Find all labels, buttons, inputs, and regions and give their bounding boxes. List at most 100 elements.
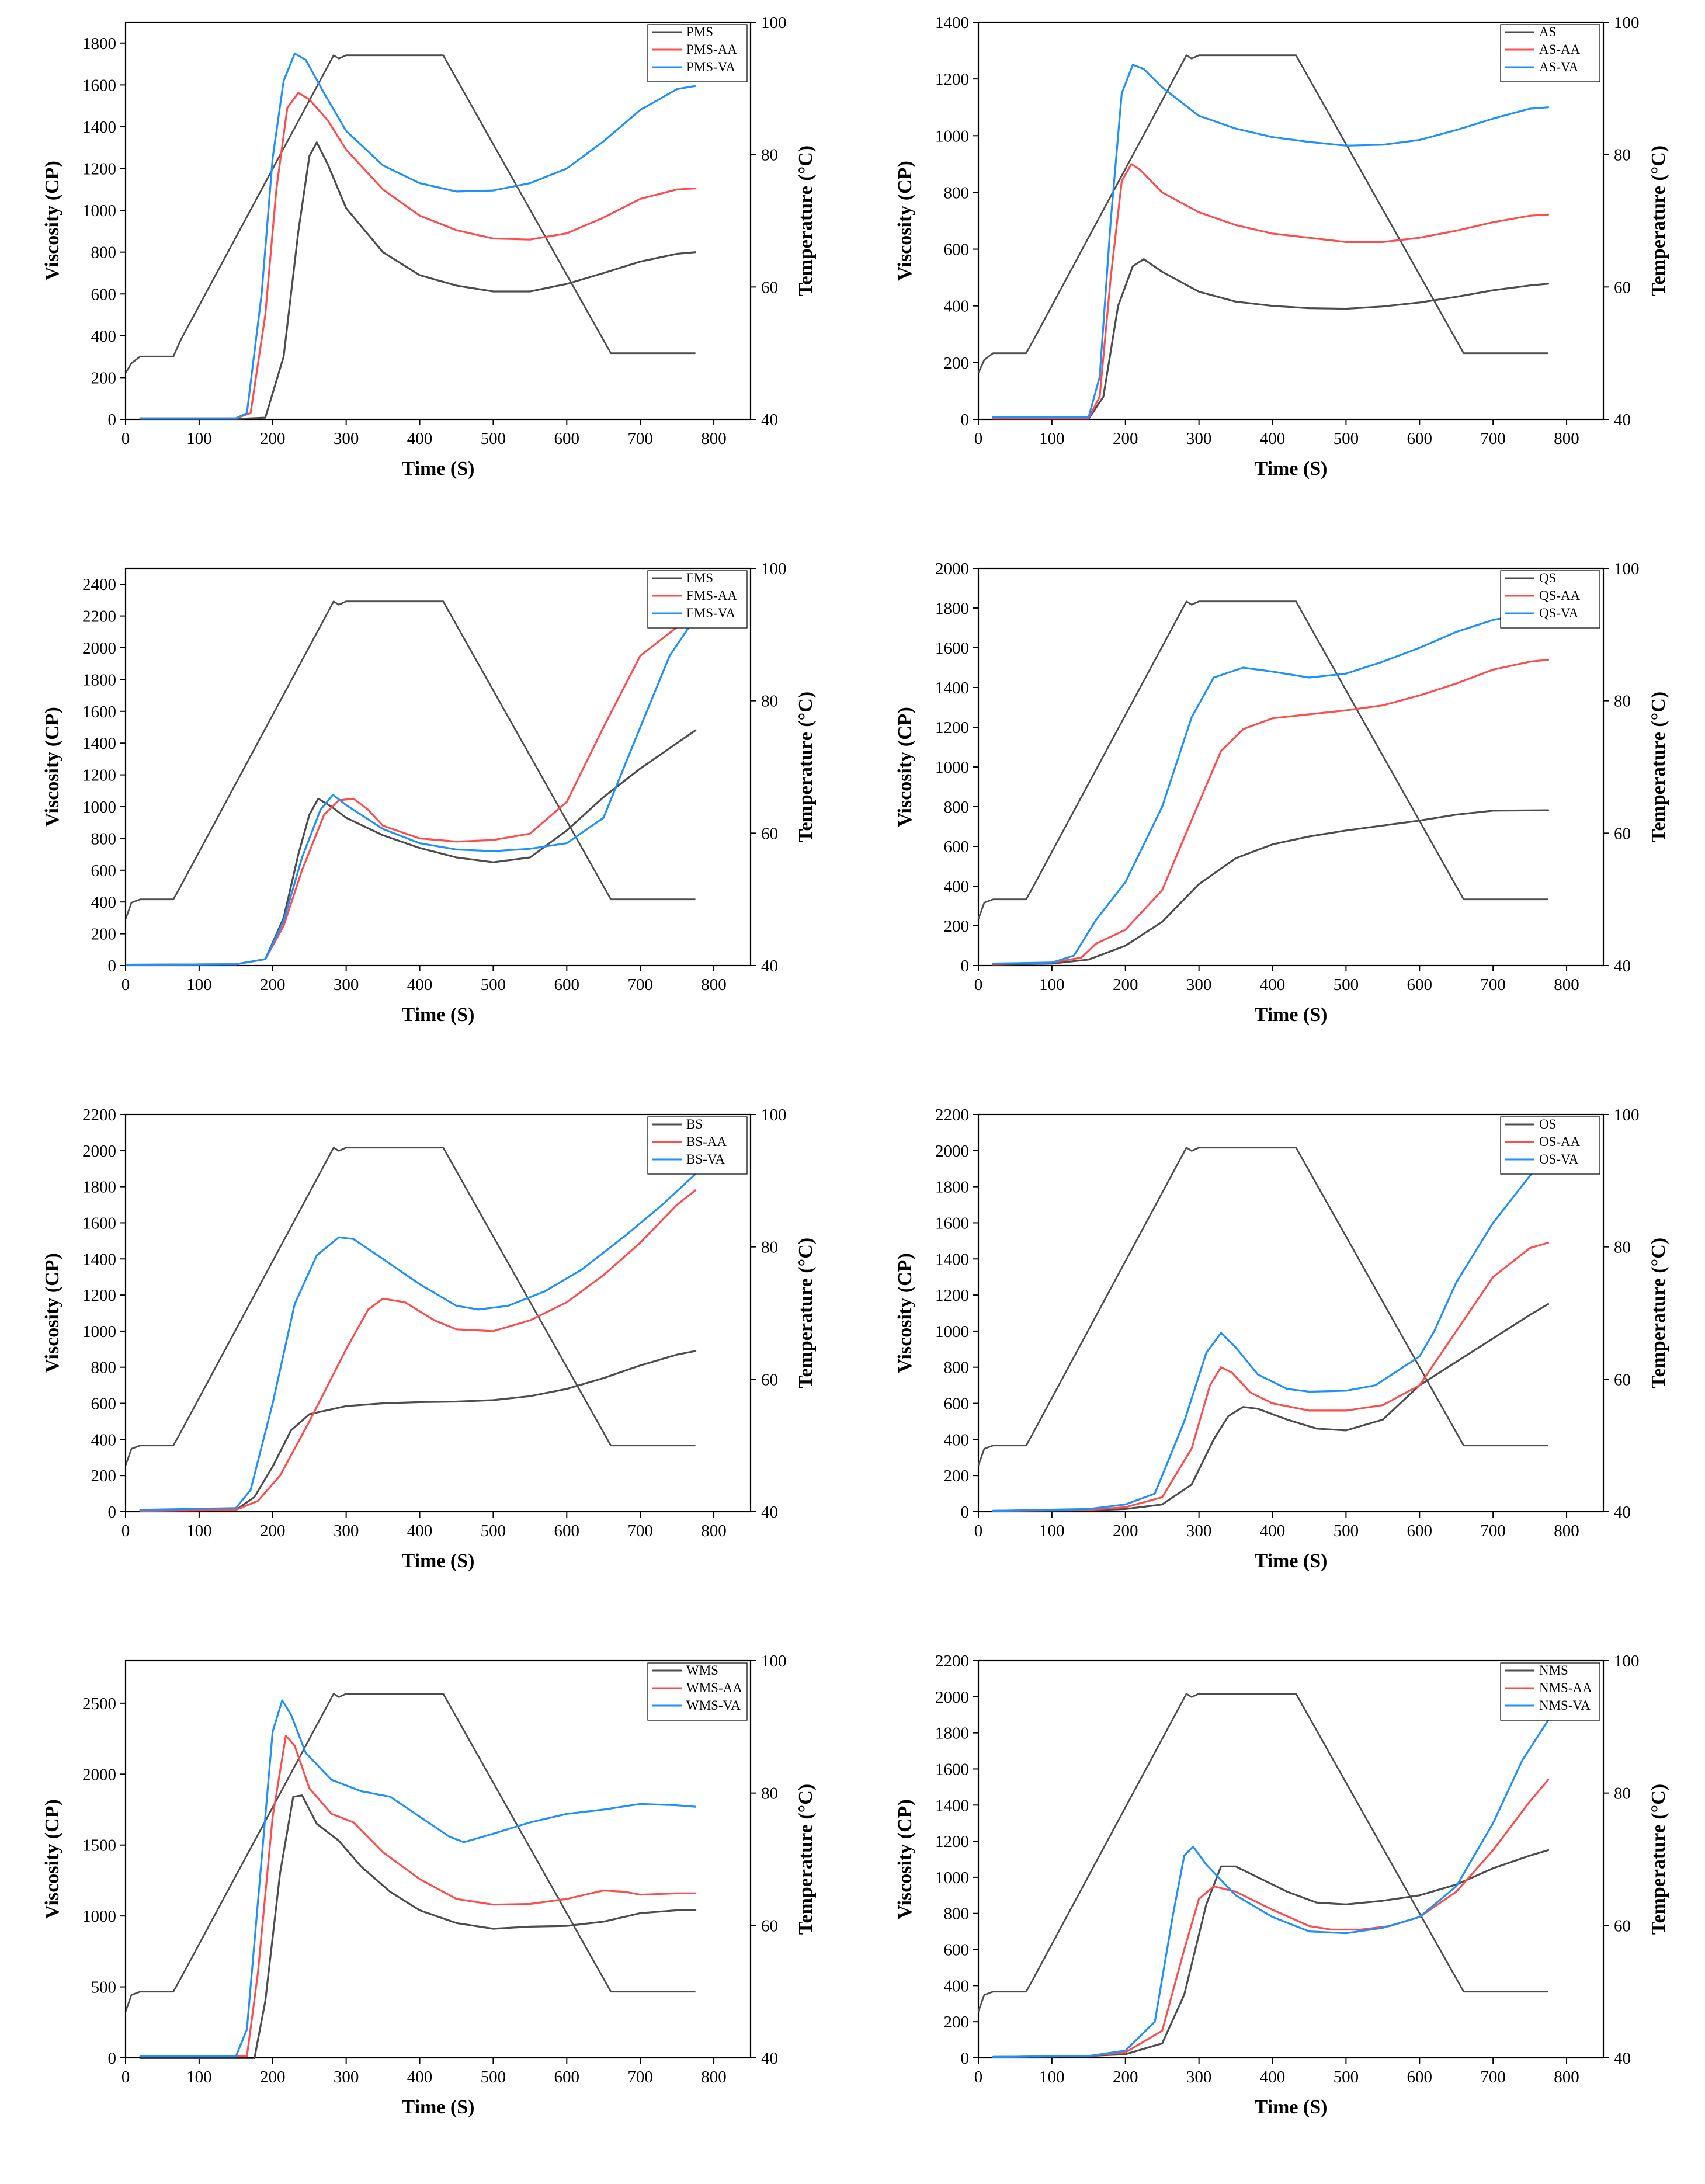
y-tick-label: 0 [108, 2049, 117, 2068]
y-tick-label: 1200 [935, 1832, 969, 1851]
x-tick-label: 600 [554, 429, 580, 448]
legend-label: NMS-VA [1539, 1698, 1591, 1713]
y-tick-label: 2000 [82, 1142, 116, 1161]
series-line-pms-aa [139, 92, 697, 419]
y-tick-label: 400 [91, 893, 117, 912]
y2-tick-label: 80 [1614, 692, 1631, 711]
series-line-pms-va [139, 53, 697, 419]
y-tick-label: 1800 [82, 1178, 116, 1197]
series-line-wms [139, 1794, 697, 2059]
y-tick-label: 1800 [935, 599, 969, 618]
y2-tick-label: 60 [1614, 824, 1631, 843]
y-axis-title: Viscosity (CP) [894, 161, 916, 281]
chart-svg: 0 100 200 300 400 500 600 700 800 0 200 400 600 800 10… [41, 13, 817, 480]
legend-label: QS-VA [1539, 606, 1579, 620]
legend-label: AS-VA [1539, 60, 1579, 74]
y2-axis-title: Temperature (°C) [1648, 692, 1669, 842]
chart-nms: 0 100 200 300 400 500 600 700 800 0 200 400 600 800 10… [853, 1638, 1705, 2182]
x-tick-label: 600 [1407, 975, 1433, 994]
x-tick-label: 200 [1113, 1522, 1138, 1540]
y-tick-label: 1200 [935, 70, 969, 89]
x-tick-label: 700 [1480, 2068, 1506, 2086]
x-tick-label: 0 [121, 1522, 130, 1540]
plot-lines [126, 1693, 697, 2059]
y-tick-label: 1400 [935, 1250, 969, 1269]
plot-frame [124, 21, 752, 421]
x-tick-label: 300 [1186, 2068, 1212, 2086]
legend-label: WMS-VA [686, 1698, 741, 1713]
legend-label: WMS [686, 1663, 718, 1678]
legend-box [647, 1662, 748, 1721]
y-axis-title: Viscosity (CP) [41, 707, 63, 827]
x-tick-label: 500 [481, 975, 506, 994]
y-tick-label: 2000 [82, 1765, 116, 1784]
y-tick-label: 800 [944, 1359, 970, 1377]
x-tick-label: 700 [627, 429, 653, 448]
y2-tick-label: 40 [1614, 411, 1631, 429]
x-tick-label: 100 [1039, 975, 1065, 994]
y-tick-label: 2000 [935, 1688, 969, 1707]
y-tick-label: 1600 [82, 703, 116, 721]
y-tick-label: 1800 [82, 34, 116, 53]
y2-tick-label: 100 [761, 13, 787, 32]
x-tick-label: 600 [554, 1522, 580, 1540]
temperature-line [126, 54, 696, 374]
x-axis-title: Time (S) [1255, 458, 1328, 480]
plot-frame [124, 567, 752, 967]
x-tick-label: 200 [1113, 975, 1138, 994]
x-tick-label: 500 [1334, 975, 1359, 994]
x-tick-label: 700 [1480, 429, 1506, 448]
y-tick-label: 400 [944, 297, 970, 316]
x-tick-label: 100 [186, 429, 212, 448]
x-tick-label: 200 [260, 2068, 286, 2086]
y-tick-label: 1200 [935, 718, 969, 737]
series-line-bs-aa [139, 1189, 697, 1512]
x-tick-label: 500 [1334, 2068, 1359, 2086]
chart-as: 0 100 200 300 400 500 600 700 800 0 200 400 600 800 10… [853, 0, 1705, 543]
y2-tick-label: 40 [1614, 1503, 1631, 1522]
legend-label: QS [1539, 571, 1556, 585]
chart-svg: 0 100 200 300 400 500 600 700 800 0 200 400 600 800 10… [894, 1106, 1669, 1572]
y-tick-label: 0 [108, 957, 117, 975]
series-line-os-va [992, 1153, 1550, 1512]
y2-axis-title: Temperature (°C) [1648, 145, 1669, 296]
chart-svg: 0 100 200 300 400 500 600 700 800 0 500 1000 1500 200… [41, 1652, 817, 2118]
x-tick-label: 700 [1480, 975, 1506, 994]
y-tick-label: 1000 [935, 1322, 969, 1341]
y-tick-label: 600 [91, 1395, 117, 1414]
x-tick-label: 800 [1554, 2068, 1579, 2086]
x-axis-title: Time (S) [402, 458, 475, 480]
y2-tick-label: 40 [1614, 2049, 1631, 2068]
x-axis-title: Time (S) [1255, 2096, 1328, 2118]
x-tick-label: 0 [974, 429, 983, 448]
temperature-line [126, 1693, 696, 2012]
y2-tick-label: 40 [761, 2049, 778, 2068]
y-tick-label: 400 [944, 877, 970, 896]
y-tick-label: 1000 [82, 202, 116, 220]
y-tick-label: 0 [961, 957, 970, 975]
y-tick-label: 200 [944, 354, 970, 373]
x-axis-title: Time (S) [402, 2096, 475, 2118]
y-tick-label: 600 [944, 1395, 970, 1414]
series-line-fms-va [126, 616, 697, 966]
series-line-as-va [992, 64, 1550, 418]
plot-frame [977, 21, 1605, 421]
y-tick-label: 200 [91, 369, 117, 387]
temperature-line [978, 600, 1548, 920]
legend-label: NMS-AA [1539, 1680, 1592, 1695]
chart-svg: 0 100 200 300 400 500 600 700 800 0 200 400 600 800 10… [894, 1652, 1669, 2118]
x-tick-label: 400 [407, 975, 433, 994]
chart-svg: 0 100 200 300 400 500 600 700 800 0 200 400 600 800 10… [41, 1106, 817, 1572]
x-tick-label: 200 [260, 975, 286, 994]
x-tick-label: 600 [1407, 1522, 1433, 1540]
plot-lines [126, 1147, 697, 1512]
series-line-nms-va [992, 1719, 1550, 2058]
y-tick-label: 1000 [82, 1322, 116, 1341]
x-tick-label: 700 [627, 1522, 653, 1540]
temperature-line [126, 600, 696, 920]
y2-axis-title: Temperature (°C) [1648, 1238, 1669, 1388]
y-tick-label: 1200 [935, 1286, 969, 1305]
series-line-pms [139, 141, 697, 420]
x-tick-label: 0 [121, 429, 130, 448]
